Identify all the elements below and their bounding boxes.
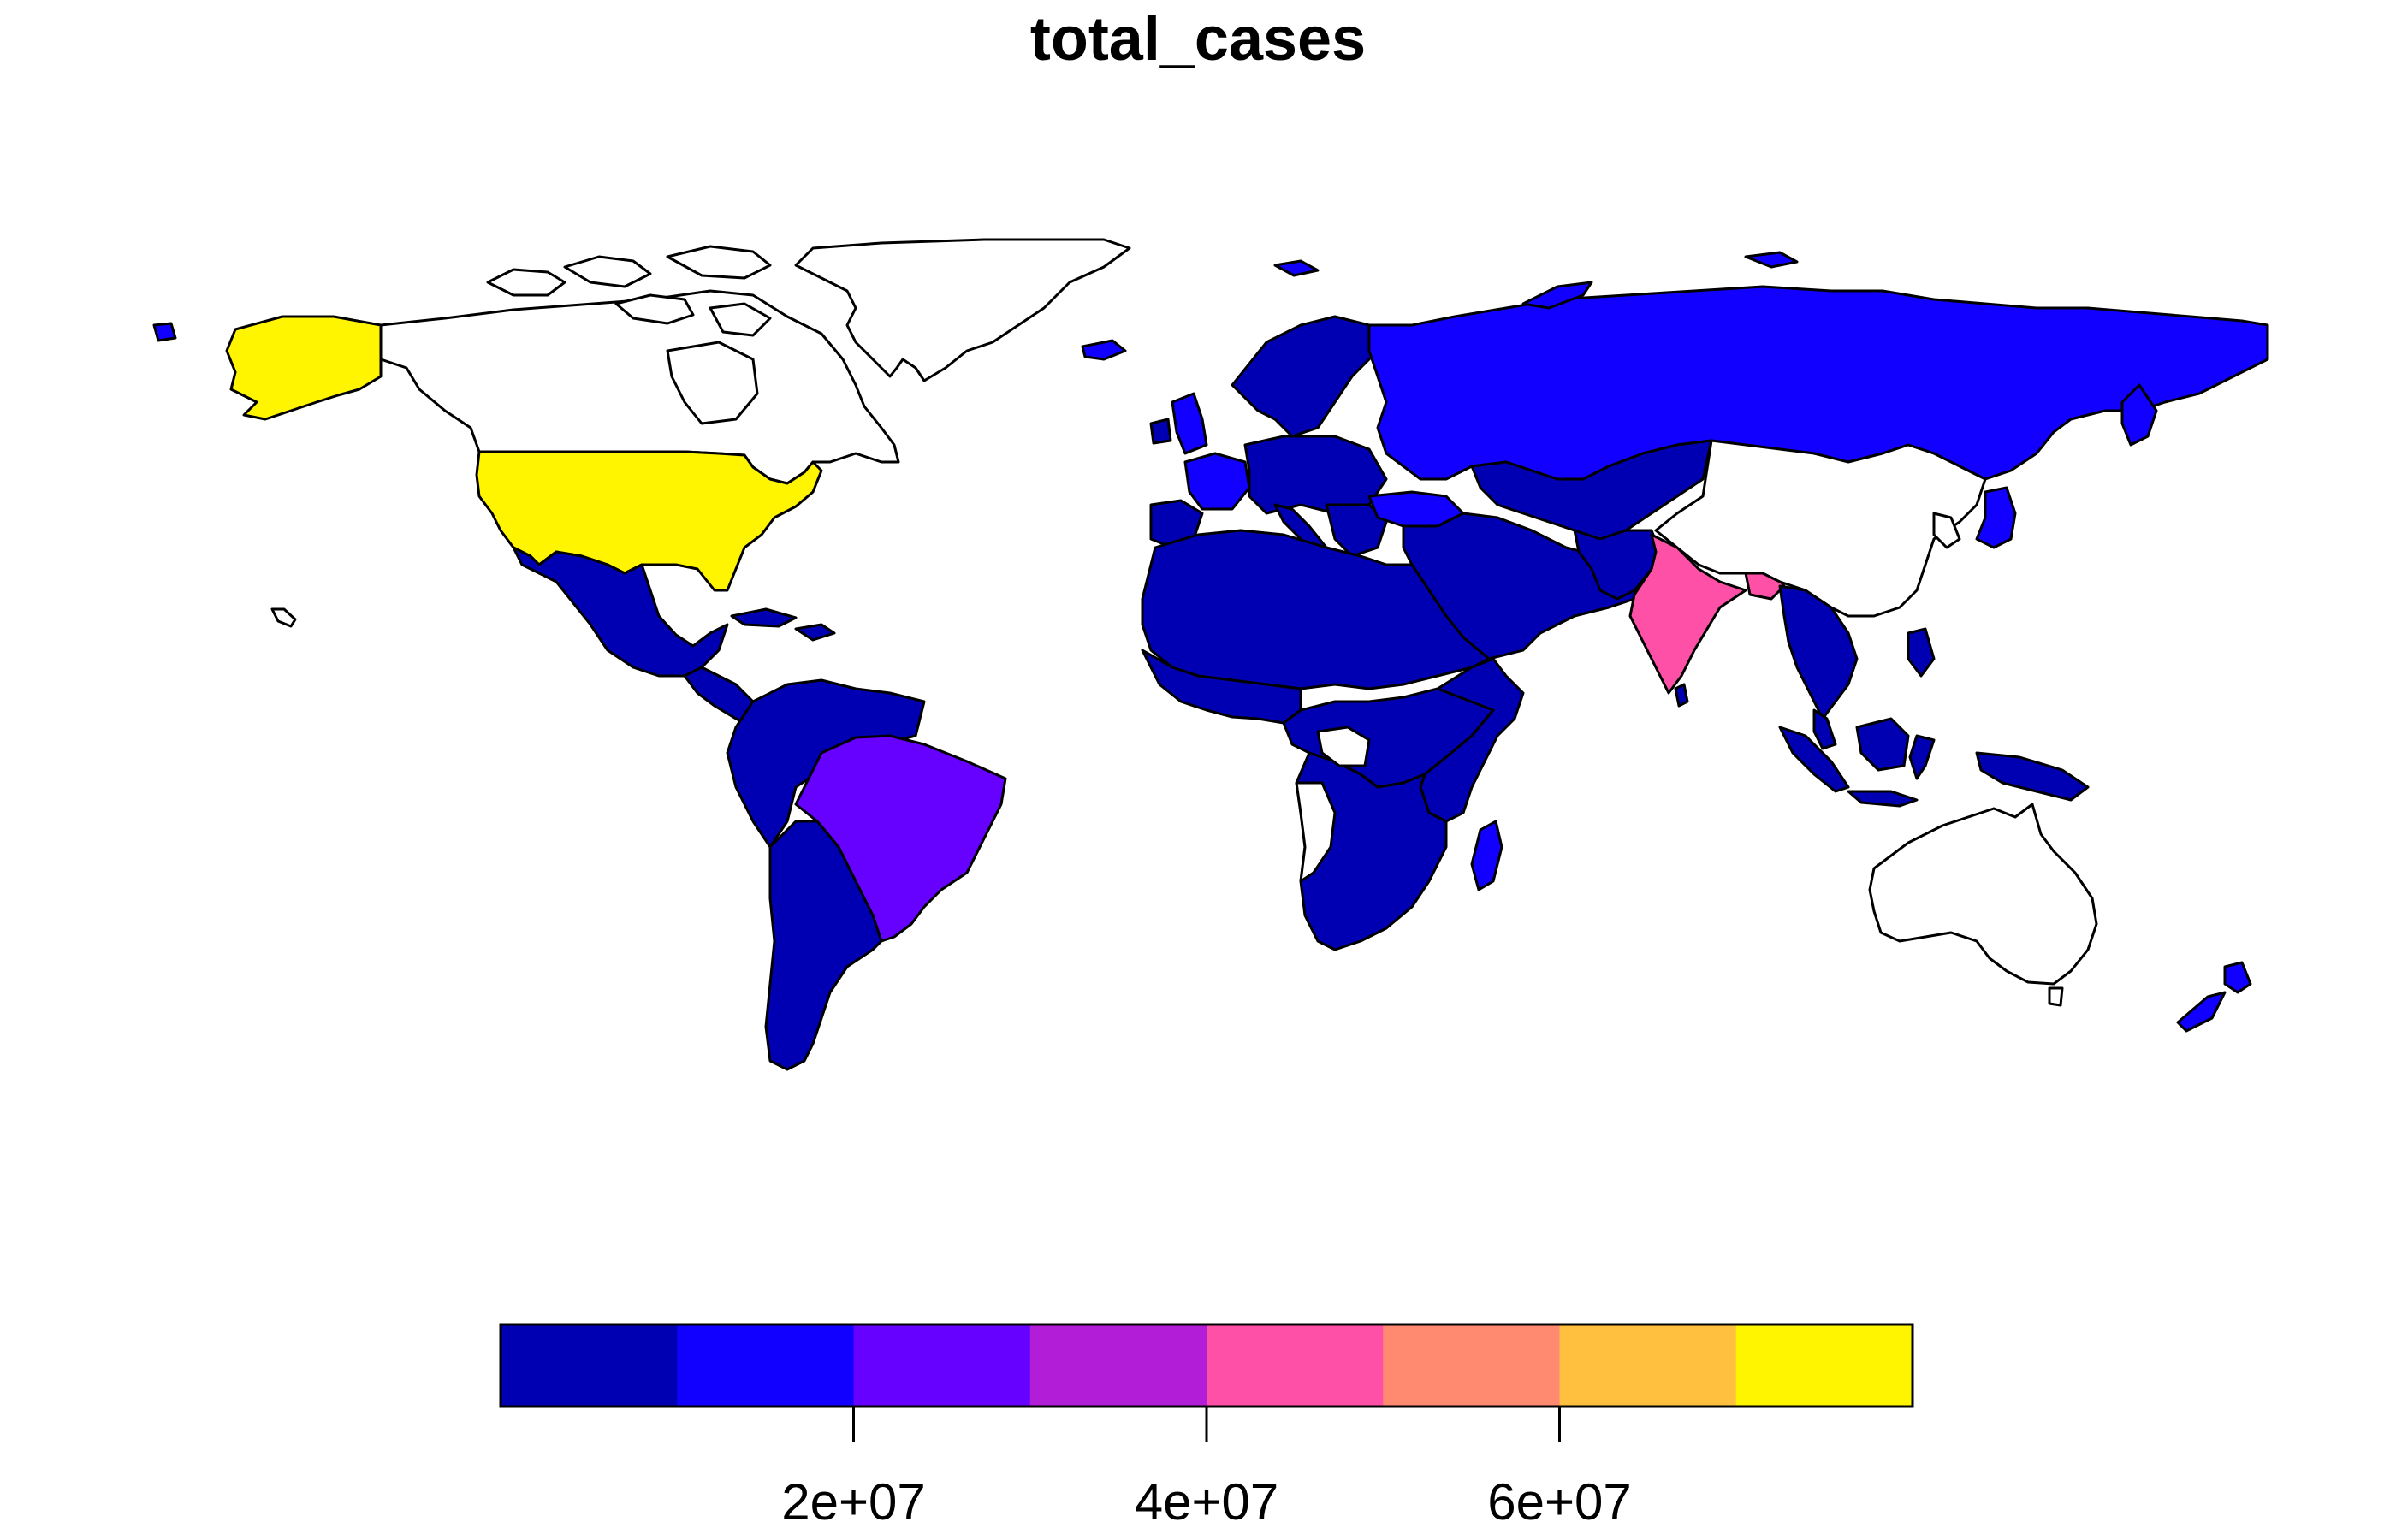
region-canada-arctic-4: [614, 293, 695, 325]
region-canada-arctic-2: [563, 255, 652, 288]
region-south-america-south: [764, 820, 883, 1071]
region-united-kingdom: [1171, 392, 1208, 455]
region-canada-arctic-1: [486, 268, 566, 297]
legend-color-box: [853, 1324, 1031, 1407]
region-africa-no-data-1: [1295, 781, 1337, 883]
legend-color-bar: [501, 1324, 1913, 1407]
legend-tick-label: 6e+07: [1487, 1473, 1632, 1531]
region-france: [1183, 452, 1251, 511]
region-scandinavia: [1231, 315, 1379, 438]
region-sulawesi: [1908, 734, 1936, 780]
region-australia: [1868, 803, 2098, 986]
region-java: [1847, 790, 1919, 808]
world-map: [152, 238, 2269, 1071]
legend-color-box: [1559, 1324, 1737, 1407]
region-alaska: [225, 315, 383, 421]
region-east-africa: [1419, 657, 1525, 823]
legend-color-box: [677, 1324, 855, 1407]
region-novaya-zemlya: [1521, 281, 1593, 310]
legend-color-box: [1735, 1324, 1913, 1407]
region-central-asia: [1470, 439, 1713, 541]
legend-color-box: [1383, 1324, 1561, 1407]
map-title: total_cases: [1030, 5, 1366, 74]
region-central-europe: [1243, 435, 1388, 515]
region-sri-lanka: [1674, 683, 1689, 708]
region-philippines: [1907, 627, 1936, 678]
color-legend: 2e+07 4e+07 6e+07: [499, 1323, 1914, 1531]
region-ireland: [1149, 418, 1172, 445]
region-balkans: [1325, 503, 1388, 558]
region-canada: [379, 289, 900, 485]
region-new-zealand-north: [2223, 961, 2252, 994]
legend-color-box: [1207, 1324, 1384, 1407]
region-india: [1628, 533, 1747, 695]
legend-color-box: [501, 1324, 678, 1407]
region-western-alaska-island: [152, 322, 177, 342]
region-sumatra: [1778, 726, 1850, 793]
region-japan: [1975, 486, 2017, 549]
region-malay-peninsula: [1812, 708, 1837, 750]
region-kamchatka: [2120, 383, 2158, 447]
region-new-guinea: [1975, 751, 2090, 802]
region-new-zealand-south: [2176, 991, 2227, 1033]
region-borneo: [1855, 717, 1910, 772]
region-hudson-bay: [666, 341, 759, 425]
legend-color-box: [1029, 1324, 1207, 1407]
region-africa-no-data-2: [1316, 726, 1371, 767]
region-svalbard: [1273, 259, 1320, 277]
region-mexico: [512, 546, 729, 678]
legend-tick-label: 2e+07: [781, 1473, 926, 1531]
region-canada-arctic-5: [709, 302, 772, 337]
legend-ticks: 2e+07 4e+07 6e+07: [781, 1407, 1632, 1531]
region-china: [1654, 439, 1987, 618]
legend-tick-label: 4e+07: [1135, 1473, 1279, 1531]
region-madagascar: [1470, 820, 1503, 891]
region-franz-josef: [1744, 251, 1799, 269]
region-iceland: [1081, 339, 1127, 361]
region-canada-arctic-3: [666, 245, 772, 280]
region-hawaii: [270, 607, 297, 628]
region-tasmania: [2048, 986, 2064, 1007]
region-hispaniola: [794, 623, 836, 642]
region-cuba: [730, 607, 798, 628]
region-greenland: [794, 238, 1131, 382]
region-korea: [1932, 512, 1961, 549]
